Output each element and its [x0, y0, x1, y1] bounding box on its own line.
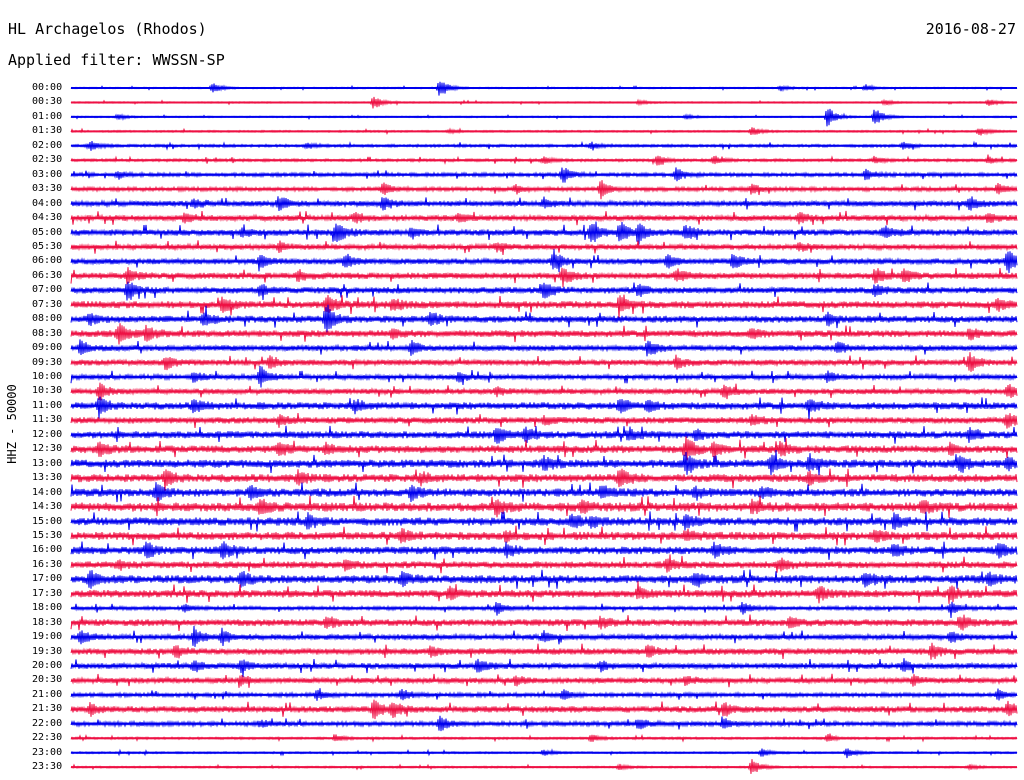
station-title: HL Archagelos (Rhodos) — [8, 20, 207, 38]
time-label: 01:30 — [32, 125, 63, 137]
trace-row-1700 — [70, 569, 1018, 589]
time-label: 14:00 — [32, 486, 63, 498]
time-label: 08:00 — [32, 313, 63, 325]
time-label: 10:30 — [32, 385, 63, 397]
time-label: 23:30 — [32, 761, 63, 773]
trace-row-0730 — [70, 294, 1018, 319]
time-label: 22:30 — [32, 732, 63, 744]
time-label: 12:30 — [32, 443, 63, 455]
filter-label: Applied filter: WWSSN-SP — [8, 51, 225, 69]
time-label: 09:30 — [32, 356, 63, 368]
time-label: 02:00 — [32, 139, 63, 151]
time-label: 16:00 — [32, 544, 63, 556]
trace-row-1530 — [70, 525, 1018, 546]
trace-row-2000 — [70, 658, 1018, 678]
time-label: 01:00 — [32, 110, 63, 122]
time-label: 02:30 — [32, 154, 63, 166]
time-label: 05:30 — [32, 240, 63, 252]
time-label: 19:30 — [32, 645, 63, 657]
time-label: 17:00 — [32, 573, 63, 585]
time-label: 22:00 — [32, 717, 63, 729]
time-label: 03:00 — [32, 168, 63, 180]
time-label: 13:30 — [32, 472, 63, 484]
time-label: 00:30 — [32, 96, 63, 108]
time-label: 07:00 — [32, 284, 63, 296]
time-label: 03:30 — [32, 183, 63, 195]
time-label: 21:00 — [32, 688, 63, 700]
time-label: 11:00 — [32, 399, 63, 411]
trace-row-1630 — [70, 554, 1018, 574]
time-label: 23:00 — [32, 746, 63, 758]
time-label: 04:00 — [32, 197, 63, 209]
trace-row-0600 — [70, 249, 1018, 274]
date-label: 2016-08-27 — [925, 20, 1016, 38]
time-label: 08:30 — [32, 327, 63, 339]
trace-row-1330 — [70, 468, 1018, 491]
time-label: 18:00 — [32, 602, 63, 614]
time-labels: 00:00 00:30 01:00 01:30 02:00 02:30 03:00 03:30… — [0, 0, 68, 780]
time-label: 15:30 — [32, 529, 63, 541]
trace-row-1300 — [70, 449, 1018, 476]
time-label: 10:00 — [32, 371, 63, 382]
time-label: 06:00 — [32, 255, 63, 267]
time-label: 14:30 — [32, 501, 63, 513]
time-label: 12:00 — [32, 428, 63, 440]
time-label: 05:00 — [32, 226, 63, 238]
time-label: 19:00 — [32, 631, 63, 643]
time-label: 13:00 — [32, 457, 63, 469]
trace-row-2130 — [70, 699, 1018, 720]
time-label: 21:30 — [32, 703, 63, 715]
time-label: 17:30 — [32, 587, 63, 599]
time-label: 11:30 — [32, 414, 63, 426]
trace-row-2030 — [70, 673, 1018, 688]
time-label: 18:30 — [32, 616, 63, 628]
time-label: 16:30 — [32, 558, 63, 570]
time-label: 20:00 — [32, 660, 63, 671]
time-label: 00:00 — [32, 82, 63, 93]
time-label: 07:30 — [32, 298, 63, 310]
time-label: 15:00 — [32, 515, 63, 527]
time-label: 06:30 — [32, 269, 63, 281]
time-label: 09:00 — [32, 342, 63, 354]
trace-row-1800 — [70, 601, 1018, 619]
time-label: 04:30 — [32, 212, 63, 224]
time-label: 20:30 — [32, 674, 63, 686]
